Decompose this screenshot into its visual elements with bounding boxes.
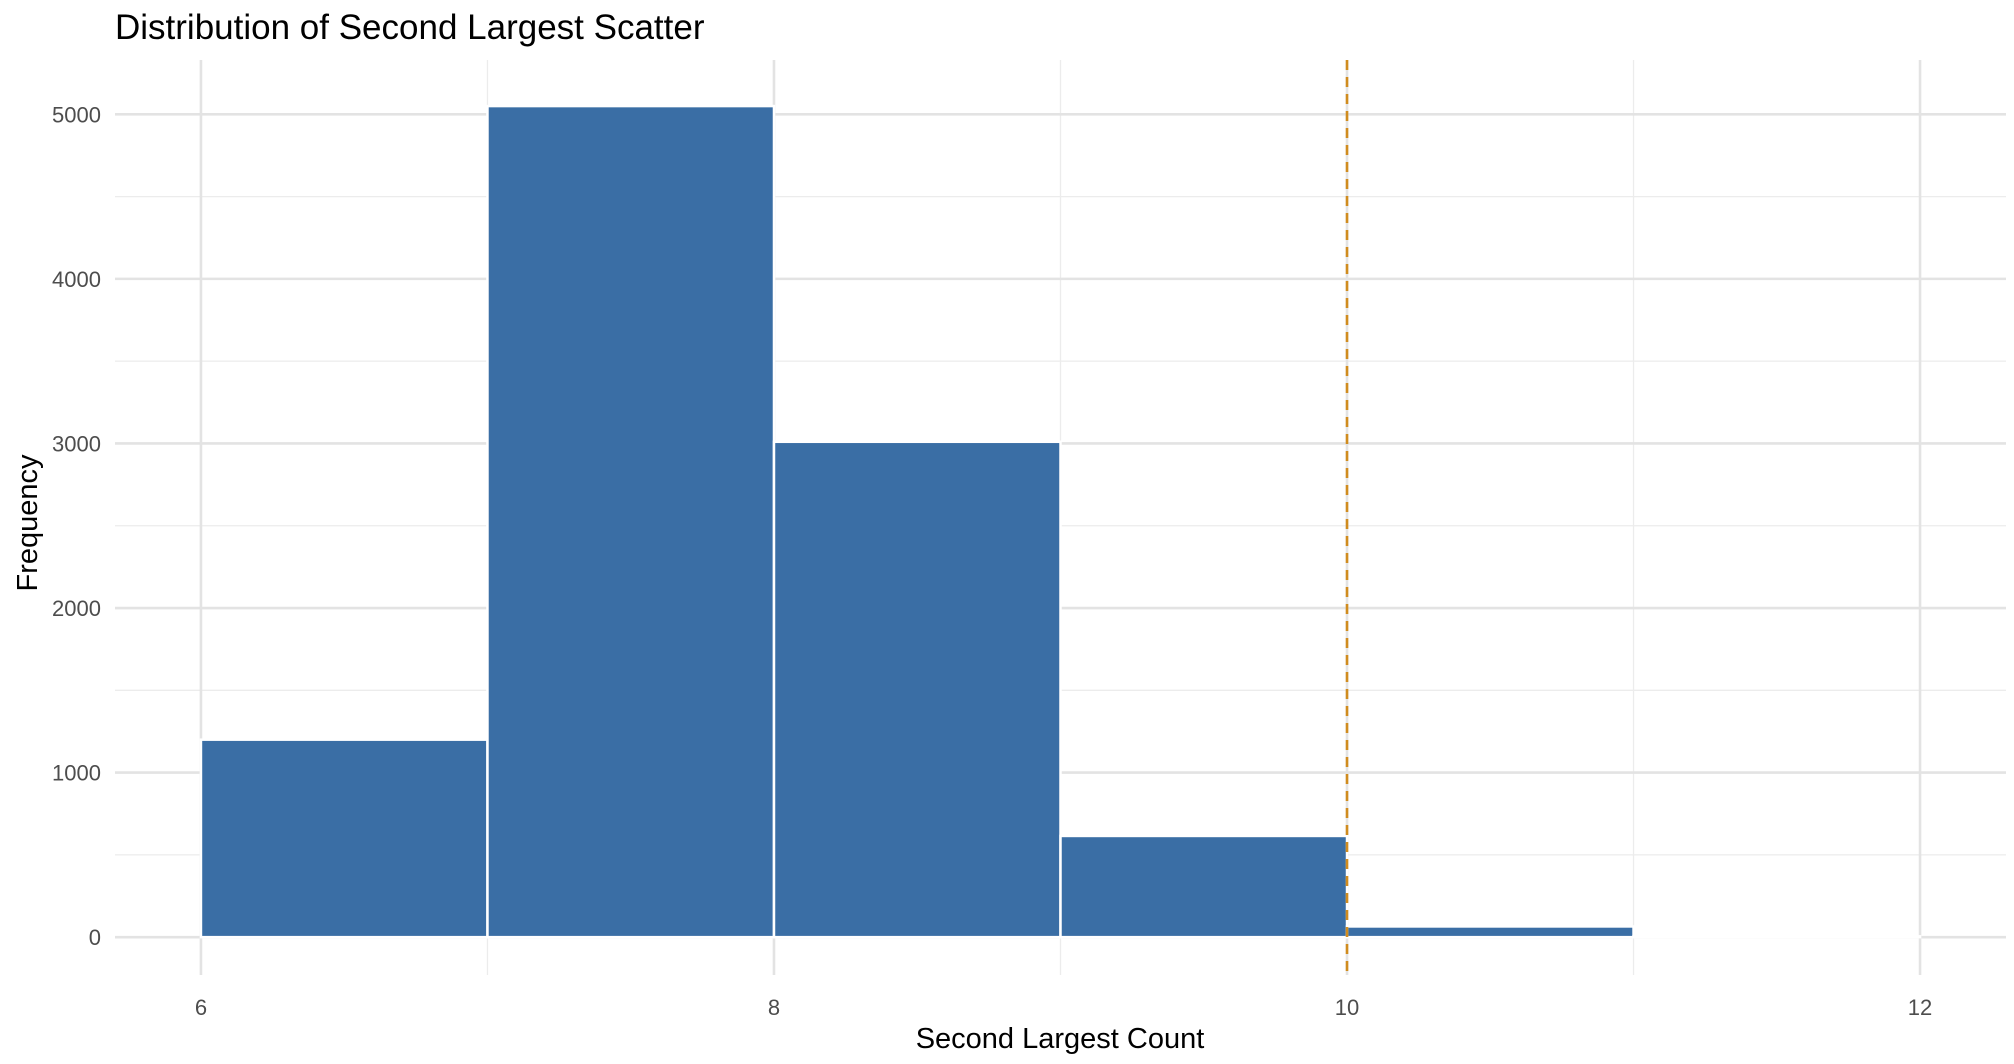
histogram-bar (1632, 935, 1922, 939)
histogram-bar (199, 738, 489, 939)
y-tick-label: 3000 (52, 431, 101, 456)
x-tick-label: 12 (1908, 995, 1932, 1020)
histogram-bar (1059, 834, 1349, 939)
histogram-bar (1345, 925, 1635, 939)
y-tick-label: 4000 (52, 267, 101, 292)
x-axis-label: Second Largest Count (916, 1023, 1205, 1055)
y-tick-label: 0 (89, 925, 101, 950)
x-tick-label: 6 (195, 995, 207, 1020)
histogram-bars (199, 104, 1922, 939)
x-tick-label: 8 (768, 995, 780, 1020)
y-axis-ticks: 0 1000 2000 3000 4000 5000 (52, 102, 101, 950)
y-tick-label: 5000 (52, 102, 101, 127)
x-axis-ticks: 6 8 10 12 (195, 995, 1932, 1020)
y-tick-label: 2000 (52, 596, 101, 621)
x-tick-label: 10 (1335, 995, 1359, 1020)
histogram-bar (486, 104, 776, 939)
chart-title: Distribution of Second Largest Scatter (115, 8, 705, 47)
y-axis-label: Frequency (12, 454, 44, 592)
y-tick-label: 1000 (52, 761, 101, 786)
histogram-bar (772, 440, 1062, 939)
